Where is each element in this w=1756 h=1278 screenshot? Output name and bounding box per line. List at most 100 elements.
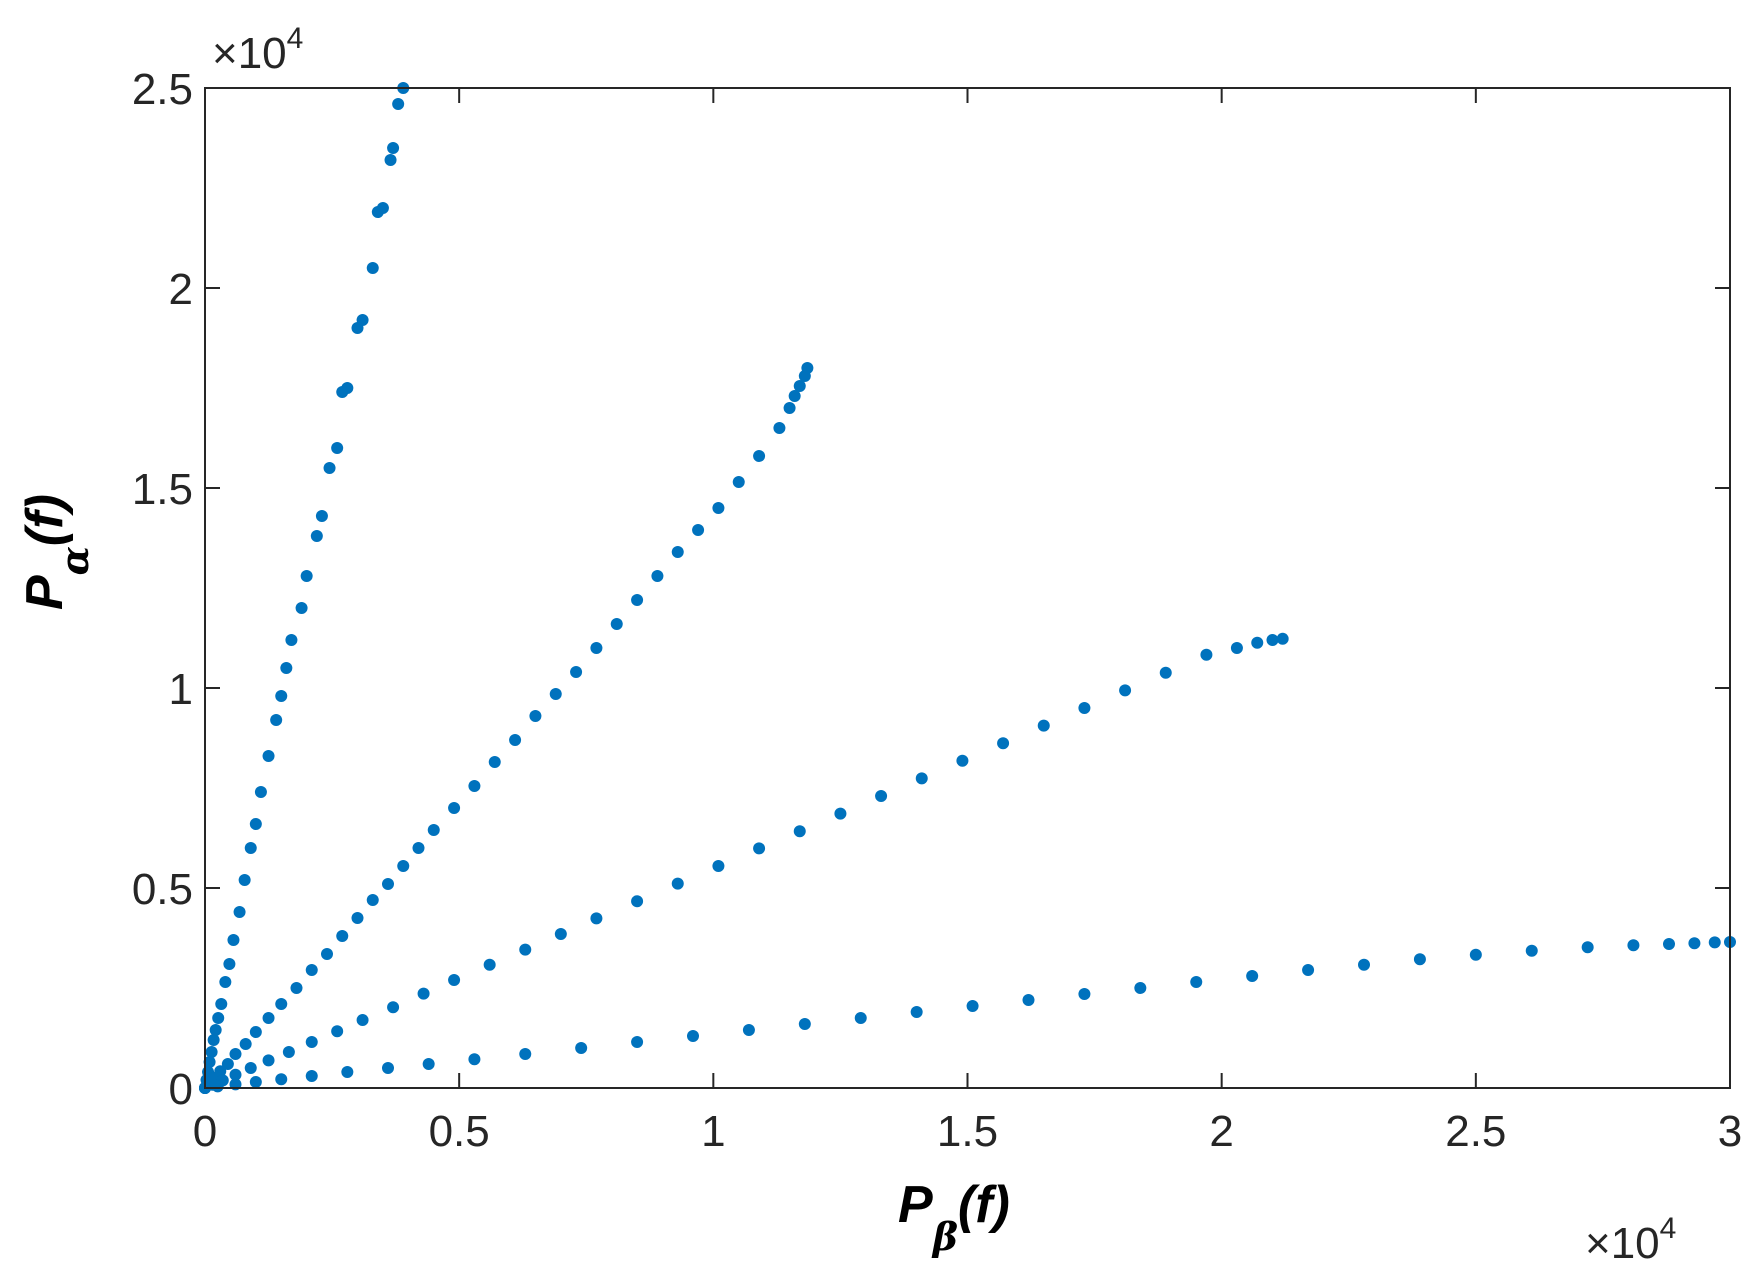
data-point — [249, 1026, 262, 1038]
data-point — [209, 1024, 222, 1036]
data-point — [1627, 939, 1640, 952]
data-point — [219, 976, 232, 988]
x-axis-label-sub: β — [931, 1214, 958, 1259]
data-point — [249, 818, 262, 830]
data-point — [336, 930, 349, 942]
data-point — [915, 772, 928, 785]
data-point — [392, 98, 405, 110]
data-point — [262, 1012, 275, 1024]
data-point — [753, 842, 766, 855]
data-point — [412, 842, 425, 854]
data-point — [875, 790, 888, 802]
data-point — [1525, 944, 1538, 957]
x-multiplier-base: ×10 — [1585, 1219, 1660, 1268]
data-point — [1134, 982, 1147, 994]
data-point — [956, 754, 969, 767]
data-point — [1581, 941, 1594, 954]
data-point — [732, 476, 745, 488]
x-axis-label-main: P — [898, 1176, 933, 1234]
data-point — [570, 666, 583, 678]
data-point — [315, 510, 328, 522]
data-point — [207, 1034, 220, 1046]
data-point — [1230, 642, 1243, 654]
data-point — [798, 1018, 811, 1030]
data-point — [270, 714, 283, 726]
data-point — [422, 1058, 435, 1070]
data-point — [631, 895, 644, 908]
data-point — [233, 906, 246, 918]
data-point — [244, 1062, 257, 1074]
data-point — [753, 450, 766, 462]
data-point — [854, 1012, 867, 1024]
data-point — [966, 1000, 979, 1012]
data-point — [262, 1054, 275, 1067]
data-point — [331, 1025, 344, 1038]
data-point — [1251, 636, 1264, 649]
data-point — [387, 142, 400, 154]
x-tick-label: 0 — [193, 1107, 217, 1156]
axes-box — [204, 87, 1731, 1089]
data-point — [290, 982, 303, 994]
data-point — [249, 1076, 262, 1088]
data-point — [448, 802, 461, 814]
y-axis-label-arg: (f) — [16, 494, 74, 546]
y-tick-label: 0.5 — [132, 865, 193, 914]
data-point — [282, 1046, 295, 1058]
data-point — [321, 948, 333, 960]
data-point — [1708, 936, 1721, 949]
data-point — [215, 998, 228, 1010]
data-point — [742, 1024, 755, 1036]
data-point — [554, 928, 567, 940]
tick-marks-group — [204, 87, 1731, 1089]
data-point — [275, 690, 288, 702]
data-point — [238, 874, 251, 886]
data-point — [221, 1058, 234, 1070]
data-point — [590, 642, 603, 654]
data-point — [631, 594, 644, 606]
data-point — [305, 1036, 318, 1048]
data-point — [1358, 958, 1370, 971]
data-point — [712, 860, 725, 872]
data-point — [229, 1048, 242, 1060]
data-point — [651, 570, 664, 582]
data-point — [275, 1073, 288, 1086]
data-point — [910, 1006, 923, 1018]
data-point — [300, 570, 313, 582]
x-axis-label: Pβ(f) — [898, 1176, 1010, 1259]
data-point — [1688, 937, 1701, 950]
data-point — [1190, 976, 1203, 988]
data-point — [341, 1066, 354, 1078]
data-point — [1266, 634, 1279, 646]
data-point — [529, 710, 542, 722]
y-tick-label: 2.5 — [132, 65, 193, 114]
data-point — [351, 912, 364, 924]
data-point — [610, 618, 623, 630]
data-point — [366, 262, 379, 274]
data-point — [366, 894, 379, 906]
data-point — [323, 462, 336, 474]
y-tick-label: 1.5 — [132, 465, 193, 514]
data-point — [356, 314, 369, 326]
data-point — [671, 877, 684, 890]
x-tick-label: 2.5 — [1445, 1107, 1506, 1156]
data-point — [254, 786, 267, 798]
data-point — [1663, 938, 1675, 950]
data-point — [229, 1068, 242, 1081]
y-multiplier: ×104 — [212, 22, 303, 78]
data-point — [1037, 719, 1050, 732]
data-point — [1078, 702, 1091, 714]
data-point — [205, 1046, 218, 1058]
data-point — [448, 974, 461, 986]
series-1 — [199, 82, 410, 1094]
data-point — [1246, 970, 1259, 982]
data-point — [1469, 948, 1482, 961]
x-tick-label: 3 — [1718, 1107, 1742, 1156]
series-3 — [199, 632, 1289, 1094]
x-axis-label-arg: (f) — [958, 1176, 1010, 1234]
data-point — [397, 860, 410, 872]
data-point — [509, 734, 522, 746]
data-point — [468, 1053, 481, 1066]
data-point — [384, 154, 397, 166]
data-point — [341, 382, 354, 394]
